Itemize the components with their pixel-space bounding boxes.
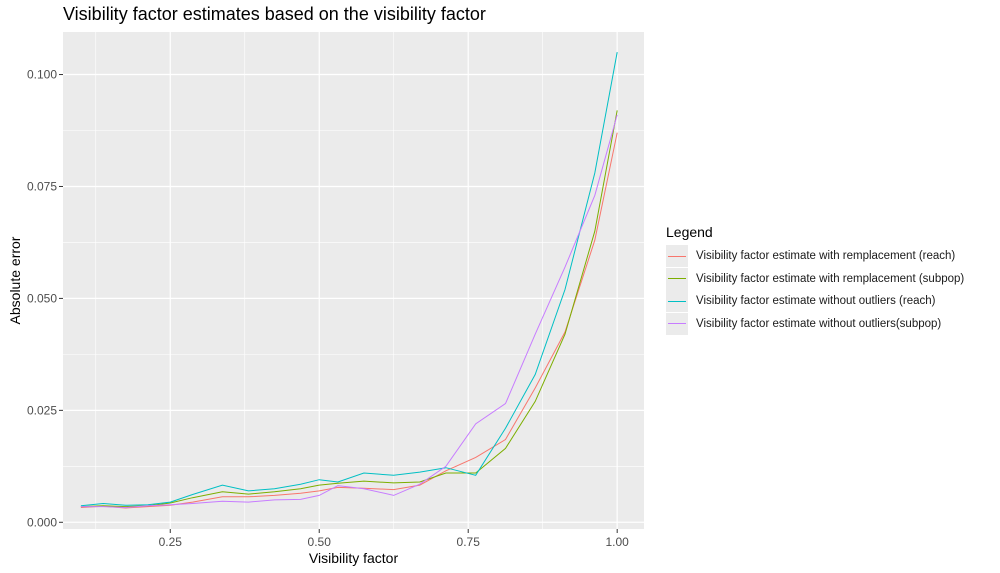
legend-key-line	[668, 278, 686, 280]
y-tick-label: 0.000	[27, 515, 57, 529]
legend: Legend Visibility factor estimate with r…	[666, 224, 964, 335]
legend-item: Visibility factor estimate with remplace…	[666, 267, 965, 291]
legend-key	[666, 245, 688, 268]
legend-item: Visibility factor estimate without outli…	[666, 290, 964, 313]
y-tick-label: 0.025	[27, 403, 57, 417]
chart-title: Visibility factor estimates based on the…	[63, 4, 486, 24]
x-axis-title: Visibility factor	[309, 550, 399, 566]
legend-item: Visibility factor estimate with remplace…	[666, 245, 964, 268]
y-axis-title: Absolute error	[7, 236, 23, 324]
legend-key-line	[668, 255, 686, 257]
series-line-4	[80, 114, 618, 509]
legend-items: Visibility factor estimate with remplace…	[666, 245, 964, 335]
series-line-1	[80, 132, 618, 509]
series-line-2	[80, 110, 618, 508]
legend-label: Visibility factor estimate without outli…	[696, 317, 942, 330]
legend-title: Legend	[666, 224, 713, 240]
x-tick-label: 0.25	[159, 535, 183, 549]
plot-background	[63, 32, 644, 529]
x-tick-label: 1.00	[606, 535, 630, 549]
x-tick-label: 0.75	[457, 535, 481, 549]
legend-item: Visibility factor estimate without outli…	[666, 312, 964, 336]
legend-key-line	[668, 300, 686, 302]
y-tick-label: 0.100	[27, 68, 57, 82]
legend-key	[666, 312, 688, 335]
legend-key	[666, 267, 688, 290]
legend-label: Visibility factor estimate without outli…	[696, 295, 936, 308]
legend-key-line	[668, 323, 686, 325]
y-tick-label: 0.050	[27, 291, 57, 305]
series-line-3	[80, 52, 618, 507]
legend-label: Visibility factor estimate with remplace…	[696, 250, 956, 263]
y-tick-label: 0.075	[27, 179, 57, 193]
legend-label: Visibility factor estimate with remplace…	[696, 272, 965, 285]
legend-key	[666, 290, 688, 313]
x-tick-label: 0.50	[308, 535, 332, 549]
